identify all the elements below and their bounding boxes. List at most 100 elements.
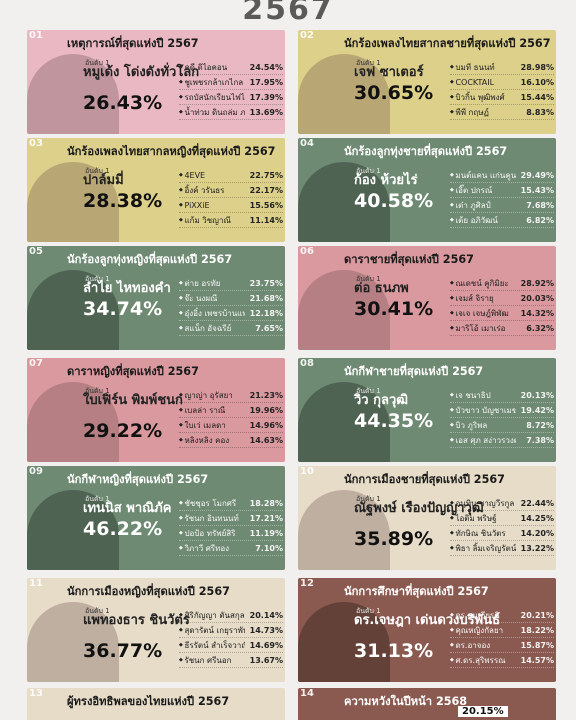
ranking-row: เบลล่า ราณี 19.96% [179, 403, 283, 418]
ranking-row: เอิ๊ต ปกรณ์ 15.43% [450, 183, 554, 198]
nominee-name: COCKTAIL [450, 78, 494, 87]
ranking-row: น้ำท่วม ดินถล่ม ภาคเหนือ-ภาคใต้ 13.69% [179, 105, 283, 120]
nominee-name: ศิริกัญญา ตันสกุล [179, 609, 244, 622]
ranking-row: เจมส์ จิรายุ 20.03% [450, 291, 554, 306]
ranking-row: คุณหญิงกัลยา 18.22% [450, 623, 554, 638]
winner-percent: 40.58% [354, 190, 434, 212]
nominee-name: รัชนก อินทนนท์ [179, 512, 238, 525]
winner-percent: 34.74% [83, 298, 163, 320]
winner-percent: 20.15% [458, 706, 508, 717]
ranking-row: เจเจ เจษฎ์พิพัฒ 14.32% [450, 306, 554, 321]
nominee-percent: 14.32% [520, 308, 554, 318]
nominee-percent: 14.96% [249, 420, 283, 430]
header-year: 2567 [242, 0, 334, 27]
ranking-row: รัชนก อินทนนท์ 17.21% [179, 511, 283, 526]
winner-percent: 30.65% [354, 82, 434, 104]
ranking-row: เต้ย อภิวัฒน์ 6.82% [450, 213, 554, 228]
ranking-row: PiXXiE 15.56% [179, 198, 283, 213]
winner-photo [27, 382, 119, 462]
ranking-row: วิภาวี ศรีทอง 7.10% [179, 541, 283, 556]
nominee-name: น้ำท่วม ดินถล่ม ภาคเหนือ-ภาคใต้ [179, 106, 245, 119]
ranking-row: บัวขาว บัญชาเมฆ 19.42% [450, 403, 554, 418]
nominee-name: ศ.ดร.สุริพรรณ [450, 654, 505, 667]
ranking-row: แก้ม วิชญาณี 11.14% [179, 213, 283, 228]
card-title: นักกีฬาชายที่สุดแห่งปี 2567 [344, 365, 484, 378]
nominee-name: หลิงหลิง คอง [179, 434, 229, 447]
ranking-list: ศิริกัญญา ตันสกุล 20.14% สุดารัตน์ เกยุราพ… [179, 608, 283, 668]
nominee-name: ทักษิณ ชินวัตร [450, 527, 505, 540]
nominee-percent: 14.57% [520, 655, 554, 665]
nominee-name: เอส ศุภ สง่าวรวงศ์ [450, 434, 516, 447]
nominee-name: สุดารัตน์ เกยุราพันธุ์ [179, 624, 245, 637]
nominee-name: ปอป้อ ทรัพย์สิริ [179, 527, 235, 540]
nominee-name: ชูเพชรกล้าเกไกล [179, 76, 243, 89]
card-number: 03 [29, 138, 43, 149]
nominee-percent: 28.98% [520, 62, 554, 72]
award-card: 06 ดาราชายที่สุดแห่งปี 2567 อันดับ 1 ต่อ ธน… [298, 246, 556, 350]
ranking-row: เอส ศุภ สง่าวรวงศ์ 7.38% [450, 433, 554, 448]
award-card: 10 นักการเมืองชายที่สุดแห่งปี 2567 อันดับ … [298, 466, 556, 570]
nominee-percent: 12.18% [249, 308, 283, 318]
winner-name: หมูเด้ง โด่งดังทั่วโลก [83, 65, 200, 80]
nominee-percent: 7.65% [255, 323, 283, 333]
nominee-percent: 13.67% [249, 655, 283, 665]
nominee-percent: 7.38% [526, 435, 554, 445]
winner-percent: 26.43% [83, 92, 163, 114]
winner-percent: 46.22% [83, 518, 163, 540]
winner-name: ใบเฟิร์น พิมพ์ชนก [83, 393, 183, 408]
rank-label: อันดับ 1 [356, 607, 381, 615]
nominee-percent: 16.10% [520, 77, 554, 87]
winner-percent: 30.41% [354, 298, 434, 320]
winner-percent: 29.22% [83, 420, 163, 442]
nominee-percent: 20.14% [249, 610, 283, 620]
winner-name: ก้อง ห้วยไร่ [354, 173, 418, 188]
nominee-name: มาริโอ้ เมาเร่อ [450, 322, 505, 335]
nominee-name: เบลล่า ราณี [179, 404, 225, 417]
nominee-name: อุ๋งอิ๋ง เพชรบ้านแพง [179, 307, 245, 320]
winner-photo [298, 382, 390, 462]
nominee-percent: 11.14% [249, 215, 283, 225]
nominee-name: ใบเว่ เมลดา [179, 419, 225, 432]
card-number: 02 [300, 30, 314, 41]
nominee-name: ชัชชุอร โมกศรี [179, 497, 236, 510]
ranking-row: บิวกิ้น พุฒิพงศ์ 15.44% [450, 90, 554, 105]
rank-label: อันดับ 1 [85, 387, 110, 395]
nominee-percent: 17.39% [249, 92, 283, 102]
award-card: 01 เหตุการณ์ที่สุดแห่งปี 2567 อันดับ 1 หมูเ… [27, 30, 285, 134]
award-card: 04 นักร้องลูกทุ่งชายที่สุดแห่งปี 2567 อันด… [298, 138, 556, 242]
nominee-percent: 8.72% [526, 420, 554, 430]
ranking-row: ทักษิณ ชินวัตร 14.20% [450, 526, 554, 541]
winner-name: ปาล์มมี่ [83, 173, 124, 188]
nominee-name: รัชนก ศรีนอก [179, 654, 231, 667]
nominee-name: คดี ดิไอคอน [179, 61, 227, 74]
ranking-row: ญาญ่า อุรัสยา 21.23% [179, 388, 283, 403]
ranking-row: เจ ชนาธิป 20.13% [450, 388, 554, 403]
award-card: 12 นักการศึกษาที่สุดแห่งปี 2567 อันดับ 1 ดร… [298, 578, 556, 682]
winner-percent: 35.89% [354, 528, 434, 550]
winner-photo [298, 602, 390, 682]
award-card: 08 นักกีฬาชายที่สุดแห่งปี 2567 อันดับ 1 วิว… [298, 358, 556, 462]
card-title: เหตุการณ์ที่สุดแห่งปี 2567 [67, 37, 199, 50]
nominee-name: บิวกิ้น พุฒิพงศ์ [450, 91, 504, 104]
nominee-name: PiXXiE [179, 201, 209, 210]
nominee-percent: 15.44% [520, 92, 554, 102]
nominee-name: ต่าย อรทัย [179, 277, 220, 290]
ranking-row: รัชนก ศรีนอก 13.67% [179, 653, 283, 668]
nominee-percent: 13.69% [249, 107, 283, 117]
ranking-list: ดร.สมเกียรติ 20.21% คุณหญิงกัลยา 18.22% ดร.อ… [450, 608, 554, 668]
nominee-percent: 21.68% [249, 293, 283, 303]
card-number: 10 [300, 466, 314, 477]
nominee-name: บมที ธนนท์ [450, 61, 494, 74]
card-number: 08 [300, 358, 314, 369]
nominee-name: อนุทิน ชาญวีรกูล [450, 497, 514, 510]
winner-name: ต่อ ธนภพ [354, 281, 409, 296]
nominee-name: สแน็ก อัจฉรีย์ [179, 322, 231, 335]
nominee-percent: 29.49% [520, 170, 554, 180]
ranking-list: อนุทิน ชาญวีรกูล 22.44% ไอติม พริษฐ์ 14.25%… [450, 496, 554, 556]
nominee-name: เจเจ เจษฎ์พิพัฒ [450, 307, 508, 320]
nominee-name: คุณหญิงกัลยา [450, 624, 503, 637]
award-card: 13 ผู้ทรงอิทธิพลของไทยแห่งปี 2567 [27, 688, 285, 720]
award-card: 09 นักกีฬาหญิงที่สุดแห่งปี 2567 อันดับ 1 เท… [27, 466, 285, 570]
nominee-name: ณเดชน์ คูกิมิยะ [450, 277, 508, 290]
